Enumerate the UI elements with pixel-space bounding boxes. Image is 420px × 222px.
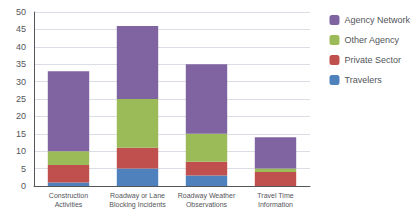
svg-text:Roadway or Lane: Roadway or Lane — [110, 192, 165, 200]
svg-text:45: 45 — [16, 24, 26, 34]
svg-text:Agency Network: Agency Network — [344, 15, 410, 25]
svg-text:15: 15 — [16, 129, 26, 139]
svg-text:35: 35 — [16, 59, 26, 69]
svg-text:10: 10 — [16, 146, 26, 156]
svg-text:0: 0 — [21, 181, 26, 191]
svg-text:40: 40 — [16, 42, 26, 52]
svg-text:25: 25 — [16, 94, 26, 104]
svg-text:Travelers: Travelers — [344, 75, 382, 85]
svg-text:Activities: Activities — [55, 201, 83, 208]
svg-text:Blocking Incidents: Blocking Incidents — [109, 201, 166, 209]
svg-text:Private Sector: Private Sector — [344, 55, 401, 65]
svg-text:Travel Time: Travel Time — [257, 192, 293, 199]
svg-text:5: 5 — [21, 164, 26, 174]
svg-text:Roadway Weather: Roadway Weather — [178, 192, 236, 200]
svg-text:Observations: Observations — [186, 201, 228, 208]
svg-text:20: 20 — [16, 111, 26, 121]
svg-text:Other Agency: Other Agency — [344, 35, 399, 45]
svg-text:Construction: Construction — [49, 192, 88, 199]
svg-text:Information: Information — [258, 201, 293, 208]
svg-text:30: 30 — [16, 77, 26, 87]
svg-text:50: 50 — [16, 7, 26, 17]
